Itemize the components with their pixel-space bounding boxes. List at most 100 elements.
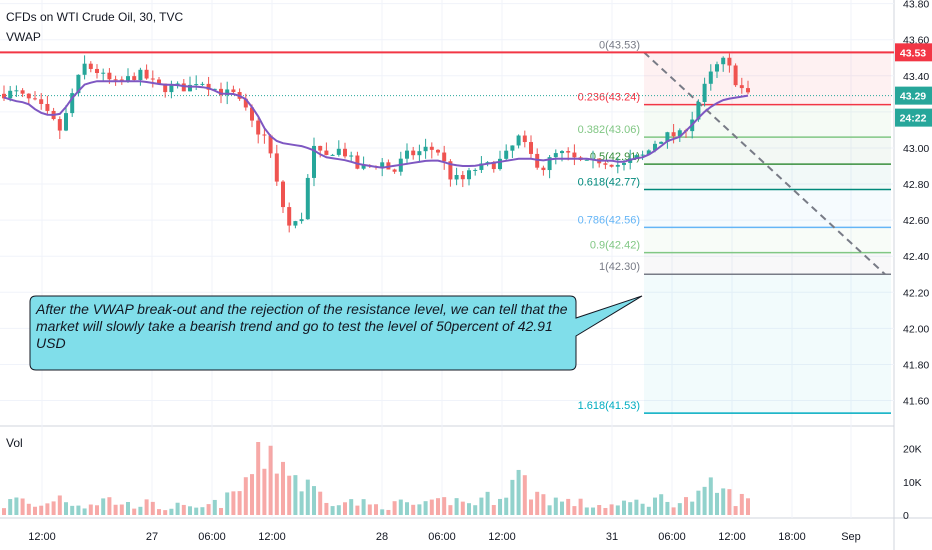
candle-body [516, 135, 521, 146]
volume-bar [460, 501, 465, 515]
volume-bar [628, 502, 633, 515]
fib-zone [644, 189, 891, 228]
price-tick-label: 43.40 [903, 71, 929, 83]
candle-body [8, 90, 13, 99]
candle-body [479, 163, 484, 170]
candle-body [82, 63, 87, 75]
candle-body [219, 88, 223, 96]
volume-bar [268, 445, 273, 515]
time-tick-label: 12:00 [28, 531, 56, 543]
volume-bar [88, 504, 93, 515]
volume-bar [26, 503, 31, 515]
volume-bar [584, 507, 589, 515]
volume-layer [2, 442, 750, 515]
candle-body [163, 83, 168, 93]
volume-bar [45, 503, 50, 515]
fib-level-label: 0.9(42.42) [590, 240, 640, 252]
callout-text-line: market will slowly take a bearish trend … [36, 318, 553, 334]
candle-body [671, 132, 676, 137]
last-price-badge [895, 86, 932, 105]
candle-body [572, 152, 577, 158]
volume-bar [504, 497, 509, 515]
candle-body [411, 150, 416, 156]
volume-bar [646, 506, 651, 515]
candle-body [739, 85, 744, 89]
countdown-badge-text: 24:22 [900, 113, 927, 125]
candle-body [702, 83, 707, 103]
fibonacci-retracement[interactable]: 0(43.53)0.236(43.24)0.382(43.06)0.5(42.9… [0, 39, 894, 414]
countdown-badge [895, 108, 932, 127]
volume-bar [498, 498, 502, 515]
volume-bar [51, 501, 56, 515]
candle-body [380, 162, 385, 168]
volume-tick-label: 0 [903, 510, 909, 522]
volume-bar [312, 486, 316, 515]
candle-body [262, 134, 267, 136]
volume-bar [318, 491, 323, 515]
candle-body [20, 90, 25, 94]
volume-bar [448, 505, 453, 515]
volume-bar [653, 497, 657, 515]
volume-bar [690, 501, 695, 515]
volume-bar [640, 503, 645, 515]
volume-bar [423, 501, 428, 515]
candle-body [504, 150, 509, 159]
volume-bar [473, 505, 478, 515]
volume-bar [8, 499, 13, 515]
volume-bar [566, 498, 571, 515]
candle-body [746, 88, 750, 93]
volume-bar [144, 499, 149, 515]
volume-bar [739, 493, 744, 515]
volume-bar [417, 504, 422, 515]
volume-bar [659, 494, 664, 515]
candle-body [609, 164, 614, 167]
volume-bar [535, 491, 540, 515]
candle-body [45, 103, 50, 111]
volume-bar [380, 509, 385, 515]
callout-bubble[interactable] [29, 295, 643, 371]
volume-bar [361, 499, 366, 515]
volume-bar [200, 507, 205, 515]
fib-level-label: 0.618(42.77) [578, 176, 640, 188]
volume-bar [157, 509, 161, 515]
fib-trend-line[interactable] [643, 51, 886, 275]
volume-bar [442, 497, 447, 515]
candle-body [126, 76, 130, 82]
volume-legend[interactable]: Vol [6, 436, 23, 450]
vwap-line [3, 80, 749, 169]
candle-body [14, 90, 19, 92]
volume-bar [305, 479, 310, 515]
volume-tick-label: 10K [903, 477, 922, 489]
candle-body [95, 68, 99, 74]
candle-body [448, 161, 453, 180]
volume-bar [324, 502, 329, 515]
volume-bar [57, 495, 62, 515]
candle-body [467, 170, 471, 180]
price-tick-label: 42.60 [903, 215, 929, 227]
volume-bar [485, 491, 490, 515]
volume-bar [522, 475, 527, 515]
volume-bar [479, 497, 484, 515]
volume-bar [237, 491, 242, 515]
candle-body [138, 69, 143, 81]
volume-bar [597, 505, 602, 515]
candle-body [454, 175, 459, 180]
volume-bar [2, 508, 6, 515]
symbol-title[interactable]: CFDs on WTI Crude Oil, 30, TVC [6, 10, 184, 24]
time-tick-label: 28 [376, 531, 388, 543]
volume-bar [516, 469, 521, 515]
candle-body [281, 181, 285, 208]
time-tick-label: 12:00 [488, 531, 516, 543]
candle-body [324, 150, 329, 155]
candle-body [250, 107, 254, 121]
candle-body [659, 141, 664, 144]
vwap-legend[interactable]: VWAP [6, 30, 41, 44]
annotation-callout[interactable]: After the VWAP break-out and the rejecti… [29, 295, 643, 371]
candle-body [535, 153, 540, 168]
volume-bar [374, 504, 378, 515]
volume-bar [33, 506, 37, 515]
candle-body [70, 93, 75, 114]
volume-bar [175, 502, 180, 515]
volume-bar [256, 442, 261, 515]
